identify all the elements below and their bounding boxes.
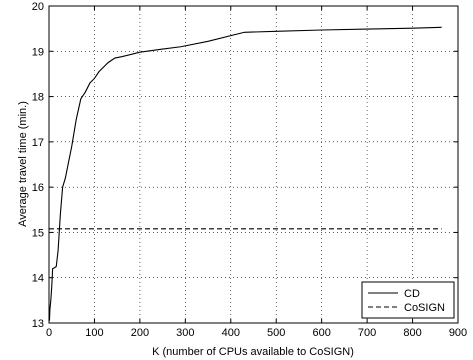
plot-series [48, 26, 442, 321]
legend: CD CoSIGN [361, 281, 455, 319]
x-tick-label: 200 [131, 327, 149, 339]
y-tick-label: 13 [32, 318, 44, 330]
grid [49, 6, 458, 323]
legend-box [361, 281, 455, 319]
y-tick-label: 14 [32, 273, 44, 285]
x-tick-label: 500 [267, 327, 285, 339]
x-tick-label: 0 [46, 327, 52, 339]
x-tick-label: 100 [85, 327, 103, 339]
x-tick-label: 600 [312, 327, 330, 339]
x-tick-label: 900 [449, 327, 467, 339]
y-axis-label: Average travel time (min.) [17, 101, 29, 227]
y-tick-label: 18 [32, 92, 44, 104]
legend-label-cosign: CoSIGN [404, 302, 445, 314]
legend-label-cd: CD [404, 288, 420, 300]
ticks [48, 5, 459, 324]
series-line-cd [48, 26, 442, 321]
y-tick-label: 15 [32, 227, 44, 239]
plot-frame [48, 5, 459, 324]
y-tick-label: 16 [32, 182, 44, 194]
y-tick-label: 20 [32, 1, 44, 13]
x-tick-label: 700 [358, 327, 376, 339]
x-axis-label: K (number of CPUs available to CoSIGN) [152, 346, 354, 358]
tick-labels: 0 100 200 300 400 500 600 700 800 900 13 14 15 16 17 18… [32, 1, 467, 339]
x-tick-label: 400 [222, 327, 240, 339]
y-tick-label: 17 [32, 137, 44, 149]
y-tick-label: 19 [32, 46, 44, 58]
x-tick-label: 800 [403, 327, 421, 339]
x-tick-label: 300 [176, 327, 194, 339]
